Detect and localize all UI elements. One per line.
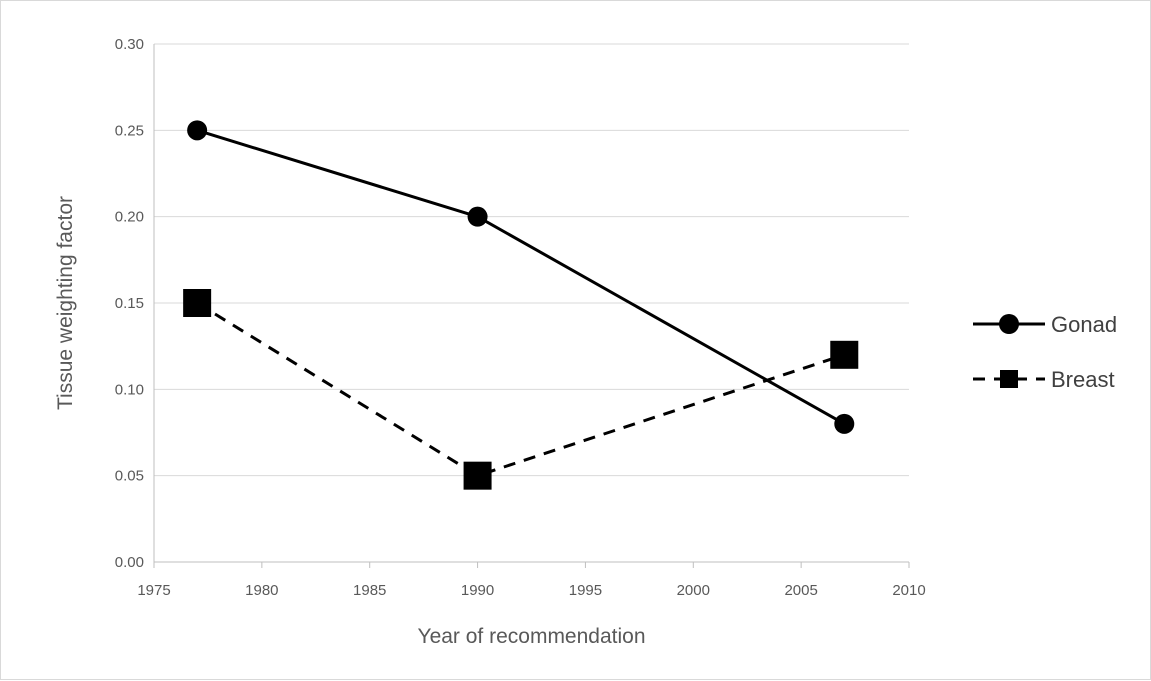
x-tick-label: 2005	[784, 582, 817, 599]
y-tick-label: 0.30	[115, 36, 144, 53]
marker-circle-gonad	[187, 120, 208, 141]
marker-square-breast	[183, 289, 212, 317]
x-tick-label: 1995	[569, 582, 602, 599]
x-tick-label: 1975	[137, 582, 170, 599]
axes: 0.00 0.05 0.10 0.15 0.20 0.25 0.30 1975 1980 1985…	[115, 36, 926, 599]
y-tick-label: 0.25	[115, 122, 144, 139]
legend-label-breast: Breast	[1051, 367, 1115, 392]
series-line-gonad	[196, 128, 846, 426]
x-tick-label: 1990	[461, 582, 494, 599]
y-tick-label: 0.20	[115, 209, 144, 226]
series-layer	[183, 120, 859, 490]
x-tick-label: 1985	[353, 582, 386, 599]
marker-circle-gonad	[999, 314, 1019, 334]
marker-circle-gonad	[467, 206, 488, 227]
y-tick-label: 0.15	[115, 295, 144, 312]
y-tick-label: 0.00	[115, 554, 144, 571]
marker-square-breast	[1000, 370, 1018, 388]
marker-square-breast	[830, 340, 859, 369]
marker-square-breast	[463, 461, 492, 490]
gridlines	[154, 43, 909, 477]
x-tick-label: 2000	[677, 582, 710, 599]
y-tick-label: 0.05	[115, 468, 144, 485]
marker-circle-gonad	[834, 413, 855, 434]
y-tick-label: 0.10	[115, 381, 144, 398]
legend: Gonad Breast	[973, 312, 1117, 392]
x-tick-label: 1980	[245, 582, 278, 599]
x-tick-label: 2010	[892, 582, 925, 599]
y-axis-title: Tissue weighting factor	[54, 196, 77, 410]
x-axis-title: Year of recommendation	[417, 625, 645, 648]
legend-label-gonad: Gonad	[1051, 312, 1117, 337]
series-line-breast	[196, 301, 845, 478]
